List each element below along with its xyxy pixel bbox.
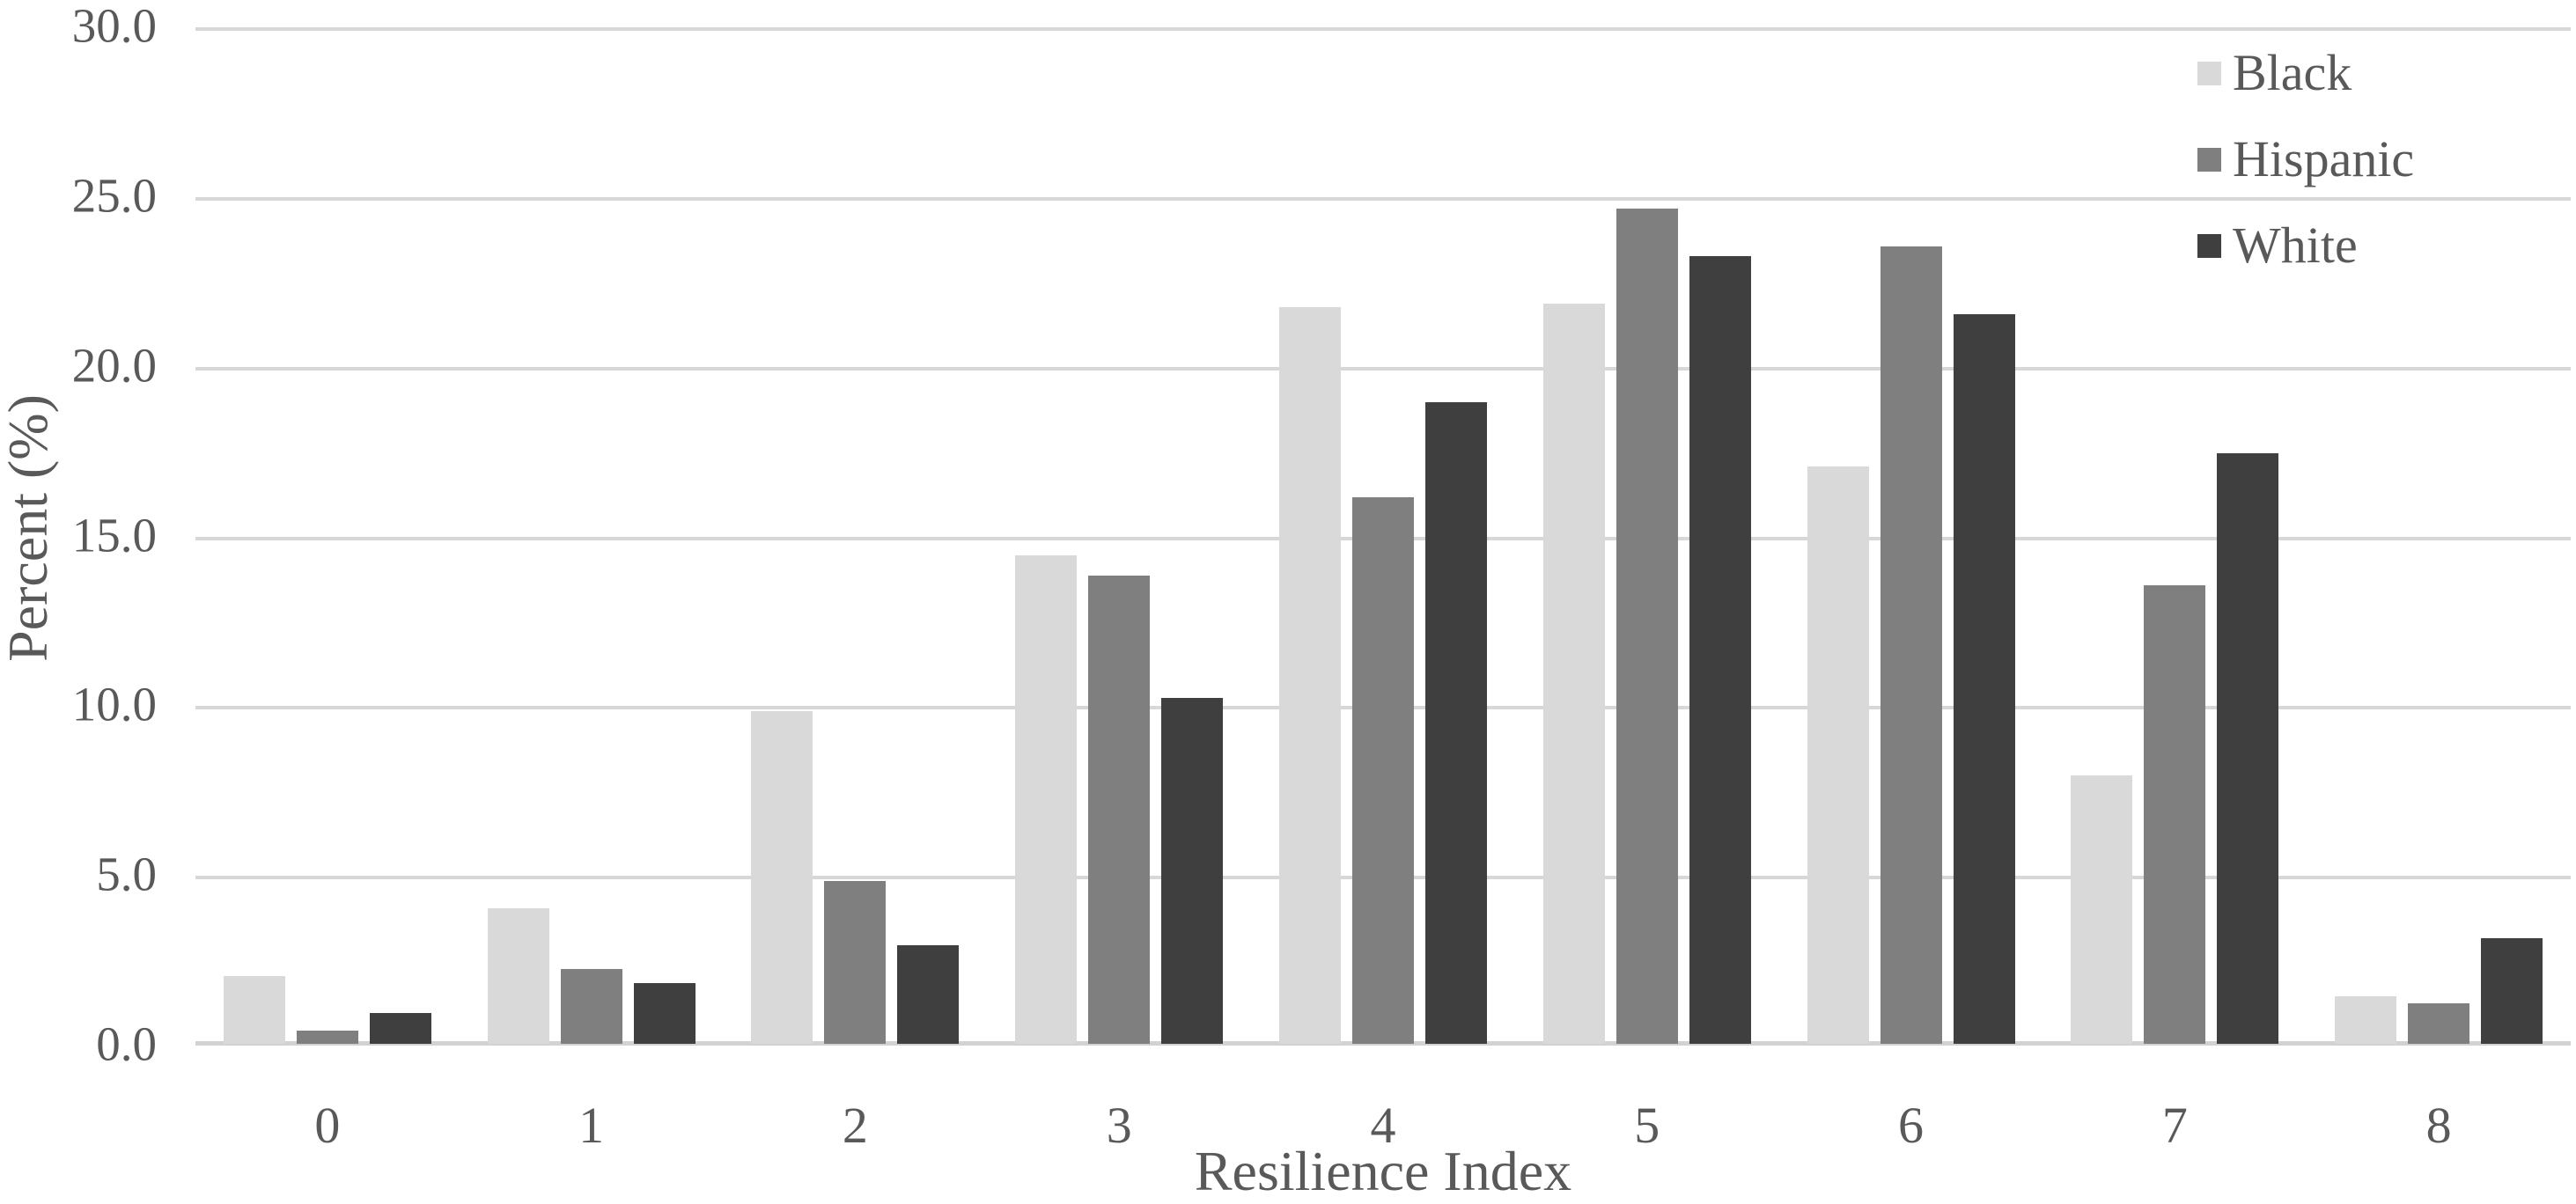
legend-swatch-black-icon (2197, 61, 2221, 85)
gridline-25.0 (195, 196, 2571, 201)
bar-white-1 (633, 982, 696, 1044)
bar-white-3 (1161, 697, 1224, 1044)
bar-hispanic-6 (1880, 246, 1942, 1044)
bar-group-0 (195, 26, 460, 1044)
bar-black-7 (2071, 775, 2133, 1044)
bar-black-3 (1015, 554, 1078, 1044)
gridline-20.0 (195, 366, 2571, 371)
bar-black-6 (1807, 466, 1869, 1044)
y-tick-label-20.0: 20.0 (71, 338, 157, 393)
bar-black-5 (1542, 304, 1605, 1044)
bar-white-7 (2217, 452, 2279, 1044)
bar-group-7 (2042, 26, 2307, 1044)
bar-black-1 (487, 907, 549, 1044)
legend-item-black: Black (2197, 48, 2414, 99)
x-tick-label-6: 6 (1898, 1097, 1925, 1154)
gridline-30.0 (195, 27, 2571, 31)
y-tick-label-0.0: 0.0 (96, 1017, 157, 1071)
bar-group-4 (1251, 26, 1515, 1044)
bar-white-8 (2481, 938, 2543, 1044)
y-tick-label-5.0: 5.0 (96, 847, 157, 901)
bar-group-3 (987, 26, 1251, 1044)
bar-hispanic-1 (560, 969, 622, 1044)
bar-hispanic-8 (2408, 1002, 2470, 1044)
legend: Black Hispanic White (2197, 48, 2414, 271)
legend-swatch-hispanic-icon (2197, 147, 2221, 172)
y-tick-label-25.0: 25.0 (71, 168, 157, 223)
x-tick-label-7: 7 (2161, 1097, 2188, 1154)
bar-hispanic-0 (296, 1030, 358, 1044)
y-axis-tick-labels: 30.0 25.0 20.0 15.0 10.0 5.0 0.0 (0, 2, 157, 1068)
bar-hispanic-2 (824, 880, 887, 1044)
bar-group-5 (1515, 26, 1779, 1044)
bar-group-1 (460, 26, 724, 1044)
bar-white-2 (897, 945, 960, 1044)
legend-item-white: White (2197, 220, 2414, 271)
legend-item-hispanic: Hispanic (2197, 134, 2414, 185)
bar-group-2 (724, 26, 988, 1044)
legend-label-hispanic: Hispanic (2233, 130, 2415, 187)
bar-hispanic-7 (2144, 585, 2206, 1044)
bar-hispanic-5 (1616, 209, 1678, 1044)
bar-black-4 (1278, 307, 1341, 1044)
y-tick-label-10.0: 10.0 (71, 677, 157, 731)
bar-hispanic-3 (1088, 575, 1151, 1044)
bar-black-2 (751, 711, 813, 1044)
legend-swatch-white-icon (2197, 233, 2221, 258)
x-axis-title: Resilience Index (1194, 1140, 1572, 1202)
bar-black-0 (223, 975, 285, 1044)
bar-white-4 (1424, 402, 1487, 1044)
x-axis-tick-labels: 0 1 2 3 4 5 6 7 8 (195, 1094, 2571, 1157)
bar-white-5 (1689, 256, 1751, 1044)
bar-group-8 (2307, 26, 2571, 1044)
y-tick-label-30.0: 30.0 (71, 0, 157, 53)
plot-area (195, 26, 2571, 1046)
x-tick-label-1: 1 (578, 1097, 605, 1154)
x-tick-label-0: 0 (314, 1097, 341, 1154)
bar-white-6 (1953, 313, 2015, 1044)
x-tick-label-2: 2 (842, 1097, 868, 1154)
x-tick-label-4: 4 (1370, 1097, 1396, 1154)
legend-label-black: Black (2233, 44, 2352, 101)
bar-white-0 (369, 1013, 431, 1044)
bar-black-8 (2335, 996, 2397, 1044)
bar-group-6 (1779, 26, 2043, 1044)
bar-hispanic-4 (1351, 497, 1414, 1044)
x-tick-label-3: 3 (1106, 1097, 1132, 1154)
x-tick-label-5: 5 (1634, 1097, 1660, 1154)
y-tick-label-15.0: 15.0 (71, 508, 157, 562)
x-tick-label-8: 8 (2425, 1097, 2452, 1154)
legend-label-white: White (2233, 217, 2358, 274)
